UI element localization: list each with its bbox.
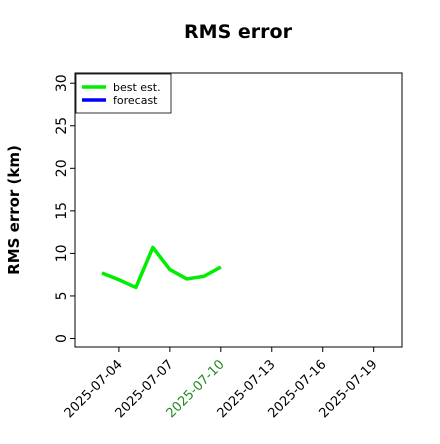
line-series <box>101 245 222 290</box>
y-tick-label: 0 <box>54 334 70 343</box>
plot-frame <box>74 72 403 348</box>
y-tick-label: 5 <box>54 291 70 300</box>
y-tick-label: 15 <box>54 202 70 220</box>
legend-box <box>75 73 172 114</box>
y-tick-label: 20 <box>54 159 70 177</box>
legend-label: best est. <box>113 81 161 94</box>
y-tick-label: 30 <box>54 74 70 92</box>
y-tick-label: 25 <box>54 117 70 135</box>
y-axis-label: RMS error (km) <box>5 145 23 275</box>
chart-title: RMS error <box>184 21 293 43</box>
y-tick-label: 10 <box>54 244 70 262</box>
legend-label: forecast <box>113 94 158 107</box>
